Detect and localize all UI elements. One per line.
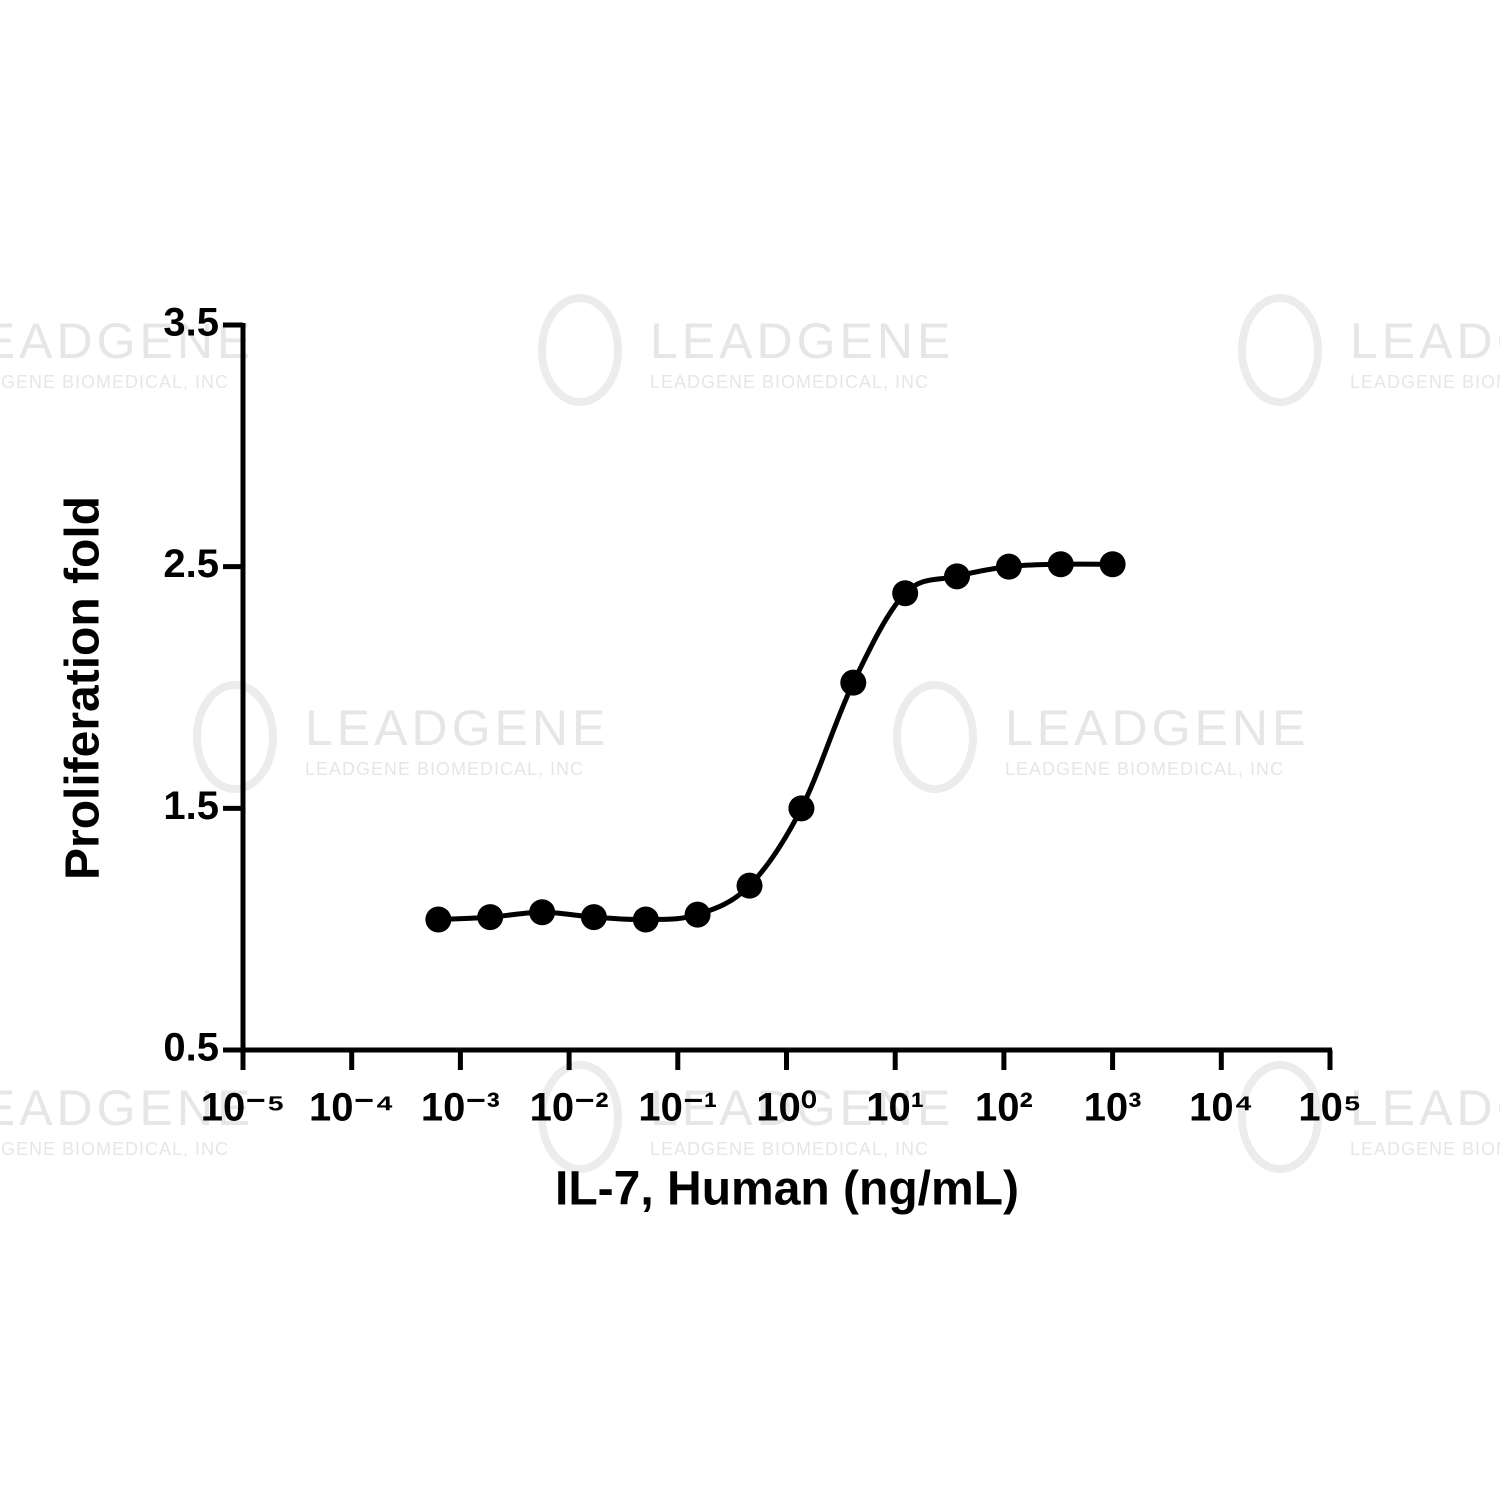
data-point [632,906,659,933]
watermark-subtitle: LEADGENE BIOMEDICAL, INC [0,1139,229,1159]
fit-curve [438,561,1113,923]
watermark-logo [193,681,277,793]
watermark-subtitle: LEADGENE BIOMEDICAL, INC [1350,1139,1500,1159]
x-tick-label: 10¹ [866,1086,924,1130]
x-tick-label: 10⁴ [1189,1086,1253,1130]
x-tick-label: 10⁻⁵ [201,1086,285,1130]
y-tick-label: 0.5 [163,1026,219,1070]
watermark-subtitle: LEADGENE BIOMEDICAL, INC [0,372,229,392]
y-tick-label: 2.5 [163,542,219,586]
watermark-logo [538,294,622,406]
x-tick-label: 10² [975,1086,1033,1130]
watermark-logo [1238,1061,1322,1173]
data-point [529,899,556,926]
watermark-title: LEADGENE [650,1080,954,1136]
watermark-logo [1238,294,1322,406]
watermarks: LEADGENE LEADGENE BIOMEDICAL, INC LEADGENE… [0,294,1500,1173]
x-tick-label: 10⁻² [530,1086,609,1130]
watermark-title: LEADGENE [305,700,609,756]
data-point [995,553,1022,580]
watermark-title: LEADGENE [1350,313,1500,369]
data-point [1047,551,1074,578]
x-tick-label: 10⁻⁴ [309,1086,394,1130]
watermark-logo [538,1061,622,1173]
y-tick-label: 1.5 [163,784,219,828]
x-tick-label: 10⁰ [756,1086,817,1130]
watermark-subtitle: LEADGENE BIOMEDICAL, INC [650,1139,929,1159]
y-tick-label: 3.5 [163,301,219,345]
x-tick-label: 10⁵ [1298,1086,1361,1130]
data-point [788,795,815,822]
x-tick-label: 10⁻¹ [638,1086,717,1130]
watermark-title: LEADGENE [1350,1080,1500,1136]
watermark-title: LEADGENE [1005,700,1309,756]
watermark-subtitle: LEADGENE BIOMEDICAL, INC [1005,759,1284,779]
watermark-subtitle: LEADGENE BIOMEDICAL, INC [305,759,584,779]
x-axis-title: IL-7, Human (ng/mL) [555,1163,1019,1216]
watermark-title: LEADGENE [0,313,254,369]
y-axis-title: Proliferation fold [57,496,110,880]
data-point [892,580,919,607]
data-point [684,901,711,928]
watermark-subtitle: LEADGENE BIOMEDICAL, INC [1350,372,1500,392]
data-point [1099,551,1126,578]
watermark-logo [893,681,977,793]
data-point [840,669,867,696]
x-tick-label: 10⁻³ [421,1086,500,1130]
watermark-title: LEADGENE [650,313,954,369]
data-point [425,906,452,933]
watermark-subtitle: LEADGENE BIOMEDICAL, INC [650,372,929,392]
data-point [580,904,607,931]
watermark-title: LEADGENE [0,1080,254,1136]
data-point [944,563,971,590]
data-point [736,872,763,899]
x-tick-label: 10³ [1084,1086,1142,1130]
data-point [477,904,504,931]
